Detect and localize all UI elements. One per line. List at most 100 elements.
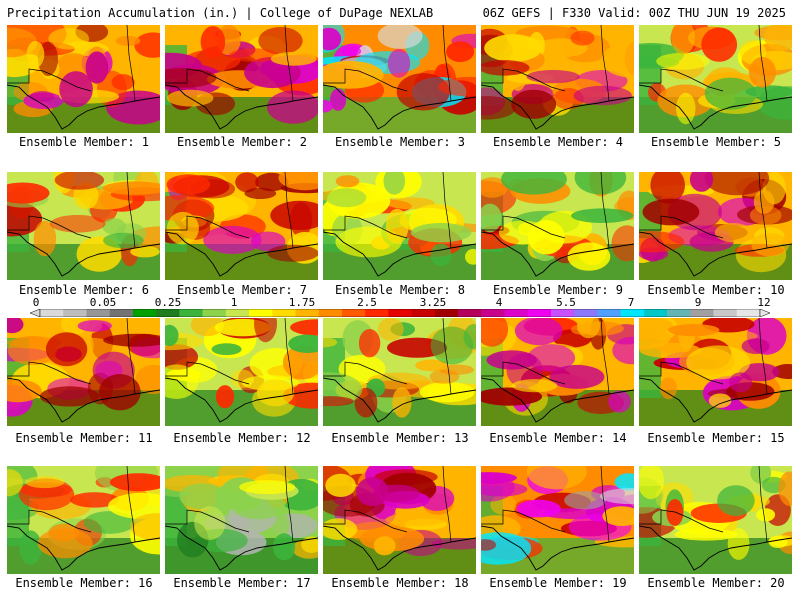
precip-map	[323, 466, 476, 574]
colorbar-segment	[156, 309, 180, 317]
ensemble-member-label: Ensemble Member: 1	[18, 135, 150, 149]
ensemble-map-panel	[639, 172, 792, 280]
ensemble-member-label: Ensemble Member: 10	[647, 283, 785, 297]
ensemble-member-label: Ensemble Member: 3	[334, 135, 466, 149]
colorbar-segment	[388, 309, 412, 317]
colorbar-tick-label: 3.25	[419, 296, 447, 309]
colorbar-segment	[713, 309, 738, 317]
colorbar-segment	[179, 309, 203, 317]
colorbar-tick-label: 7	[627, 296, 635, 309]
precip-map	[481, 25, 634, 133]
ensemble-map-panel	[7, 318, 160, 426]
precip-map	[323, 318, 476, 426]
ensemble-member-label: Ensemble Member: 5	[650, 135, 782, 149]
ensemble-map-panel	[639, 318, 792, 426]
precip-map	[323, 172, 476, 280]
precip-map	[7, 172, 160, 280]
ensemble-member-label: Ensemble Member: 19	[489, 576, 627, 590]
colorbar-segment	[597, 309, 621, 317]
colorbar-segment	[40, 309, 64, 317]
ensemble-map-panel	[165, 172, 318, 280]
colorbar-segment	[365, 309, 389, 317]
colorbar-tick-label: 12	[757, 296, 771, 309]
colorbar-segment	[574, 309, 598, 317]
ensemble-member-label: Ensemble Member: 15	[647, 431, 785, 445]
precip-map	[639, 318, 792, 426]
ensemble-map-panel	[7, 466, 160, 574]
colorbar-segment	[295, 309, 320, 317]
ensemble-member-label: Ensemble Member: 13	[331, 431, 469, 445]
ensemble-member-label: Ensemble Member: 9	[492, 283, 624, 297]
ensemble-member-label: Ensemble Member: 11	[15, 431, 153, 445]
ensemble-member-label: Ensemble Member: 16	[15, 576, 153, 590]
precip-map	[323, 25, 476, 133]
ensemble-member-label: Ensemble Member: 14	[489, 431, 627, 445]
colorbar-segment	[249, 309, 273, 317]
colorbar-segment	[620, 309, 645, 317]
colorbar-tick-label: 1.75	[288, 296, 316, 309]
ensemble-member-label: Ensemble Member: 6	[18, 283, 150, 297]
colorbar-segment	[667, 309, 691, 317]
ensemble-map-panel	[481, 25, 634, 133]
colorbar-segment	[736, 309, 761, 317]
ensemble-member-label: Ensemble Member: 20	[647, 576, 785, 590]
colorbar-segment	[109, 309, 134, 317]
colorbar-segment	[527, 309, 552, 317]
colorbar-tick-label: 5.5	[556, 296, 576, 309]
ensemble-map-panel	[639, 466, 792, 574]
ensemble-map-panel	[323, 466, 476, 574]
colorbar-segment	[481, 309, 505, 317]
precip-map	[481, 466, 634, 574]
colorbar-segment	[225, 309, 250, 317]
colorbar-segment	[434, 309, 459, 317]
precip-map	[7, 25, 160, 133]
ensemble-map-panel	[7, 25, 160, 133]
colorbar-segment	[132, 309, 157, 317]
colorbar-tick-label: 0	[32, 296, 40, 309]
colorbar-segment	[318, 309, 343, 317]
precip-map	[639, 466, 792, 574]
ensemble-member-label: Ensemble Member: 2	[176, 135, 308, 149]
precip-map	[639, 25, 792, 133]
precip-map	[7, 466, 160, 574]
precip-map	[165, 172, 318, 280]
colorbar-min-arrow	[30, 309, 41, 317]
precip-map	[639, 172, 792, 280]
colorbar-segment	[86, 309, 110, 317]
ensemble-map-panel	[7, 172, 160, 280]
colorbar-segment	[550, 309, 575, 317]
ensemble-map-panel	[165, 25, 318, 133]
ensemble-map-panel	[165, 466, 318, 574]
colorbar-segment	[202, 309, 227, 317]
colorbar-segment	[690, 309, 714, 317]
colorbar-segment	[63, 309, 87, 317]
colorbar-tick-label: 1	[230, 296, 238, 309]
ensemble-member-label: Ensemble Member: 18	[331, 576, 469, 590]
colorbar-max-arrow	[759, 309, 770, 317]
model-run-info: 06Z GEFS | F330 Valid: 00Z THU JUN 19 20…	[482, 6, 786, 20]
ensemble-map-panel	[323, 318, 476, 426]
colorbar-tick-label: 0.05	[89, 296, 117, 309]
colorbar-segment	[411, 309, 436, 317]
ensemble-map-panel	[323, 25, 476, 133]
ensemble-map-panel	[481, 318, 634, 426]
colorbar-segment	[272, 309, 296, 317]
colorbar-tick-label: 2.5	[357, 296, 377, 309]
precip-map	[7, 318, 160, 426]
ensemble-member-label: Ensemble Member: 8	[334, 283, 466, 297]
colorbar-tick-label: 9	[694, 296, 702, 309]
colorbar: 0 0.05 0.25 1 1.75 2.5 3.25 4 5.5 7 9 12	[0, 296, 800, 320]
page-title: Precipitation Accumulation (in.) | Colle…	[7, 6, 434, 20]
header: Precipitation Accumulation (in.) | Colle…	[0, 0, 800, 24]
ensemble-map-panel	[165, 318, 318, 426]
ensemble-map-panel	[323, 172, 476, 280]
precip-map	[165, 466, 318, 574]
colorbar-scale	[30, 309, 770, 317]
ensemble-map-panel	[639, 25, 792, 133]
ensemble-member-label: Ensemble Member: 17	[173, 576, 311, 590]
colorbar-tick-label: 0.25	[154, 296, 182, 309]
ensemble-map-panel	[481, 172, 634, 280]
colorbar-segment	[458, 309, 482, 317]
precip-map	[165, 318, 318, 426]
colorbar-tick-label: 4	[495, 296, 503, 309]
